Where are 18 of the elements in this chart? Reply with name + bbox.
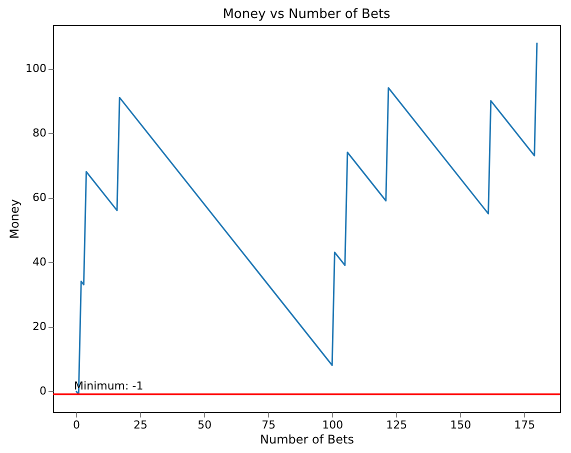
x-axis-title: Number of Bets <box>260 432 354 446</box>
x-tick-label: 100 <box>322 418 344 432</box>
x-tick-label: 175 <box>514 418 536 432</box>
x-tick-label: 125 <box>386 418 408 432</box>
x-tick-label: 25 <box>134 418 148 432</box>
line-series <box>75 42 538 396</box>
x-tick-label: 50 <box>198 418 212 432</box>
y-tick-label: 0 <box>40 384 46 398</box>
y-axis-title: Money <box>8 199 22 239</box>
y-tick-label: 100 <box>26 62 46 76</box>
chart-title: Money vs Number of Bets <box>222 7 391 22</box>
y-tick-label: 60 <box>32 191 46 204</box>
x-tick-label: 75 <box>262 418 276 432</box>
x-tick-label: 0 <box>73 418 80 432</box>
y-tick-label: 40 <box>32 256 46 269</box>
x-tick-label: 150 <box>450 418 472 432</box>
y-tick-label: 80 <box>32 126 46 140</box>
y-tick-label: 20 <box>32 320 46 334</box>
